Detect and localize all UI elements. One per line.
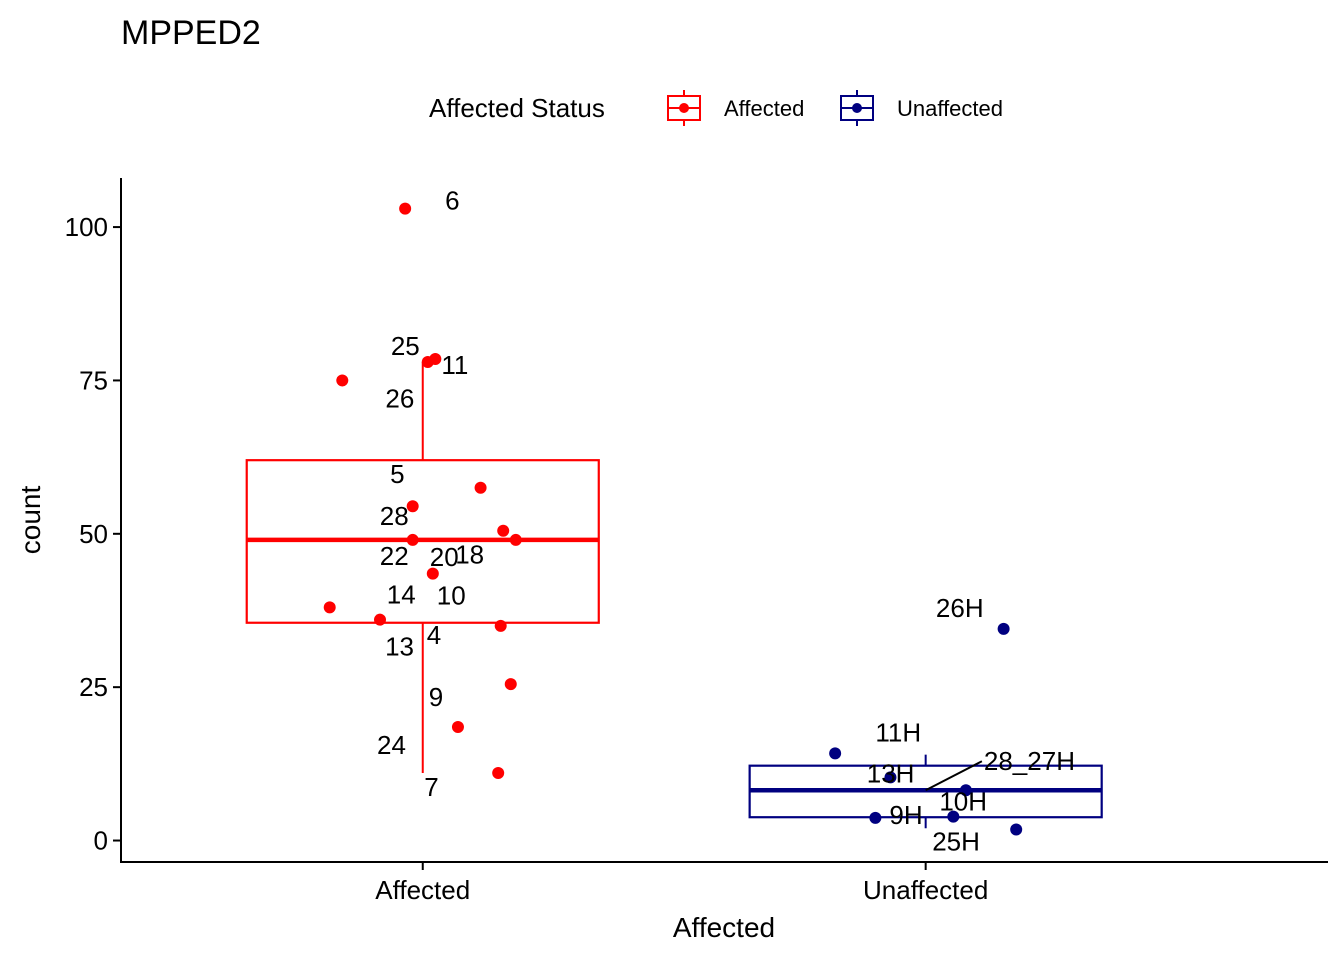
point-label-18: 18 <box>455 540 484 570</box>
data-point-26 <box>336 374 349 387</box>
point-label-10: 10 <box>437 581 466 611</box>
legend-title: Affected Status <box>429 93 605 123</box>
point-label-10H: 10H <box>939 787 987 817</box>
point-label-22: 22 <box>380 541 409 571</box>
point-label-26H: 26H <box>936 593 984 623</box>
y-axis-title: count <box>15 486 46 555</box>
legend-label-affected: Affected <box>724 96 804 121</box>
data-point-24 <box>451 721 464 734</box>
data-point-5 <box>474 481 487 494</box>
data-point-13H <box>884 771 897 784</box>
y-tick-label-50: 50 <box>79 519 108 549</box>
data-point-22 <box>406 533 419 546</box>
x-axis-title: Affected <box>673 912 775 943</box>
y-tick-label-100: 100 <box>65 212 108 242</box>
data-point-25H <box>1010 823 1023 836</box>
point-label-26: 26 <box>385 383 414 413</box>
data-point-11H <box>829 747 842 760</box>
data-point-28_27H <box>959 784 972 797</box>
legend: Affected Status Affected Unaffected <box>429 90 1003 126</box>
points-layer <box>323 202 1023 836</box>
data-point-28 <box>406 500 419 513</box>
point-label-24: 24 <box>377 730 406 760</box>
y-tick-label-0: 0 <box>94 826 108 856</box>
label-leader-line-28_27H <box>925 760 983 792</box>
point-label-25: 25 <box>391 331 420 361</box>
point-label-28: 28 <box>380 501 409 531</box>
point-label-9: 9 <box>429 682 443 712</box>
legend-key-affected <box>667 90 701 126</box>
point-label-9H: 9H <box>889 800 922 830</box>
boxes-layer <box>245 362 1103 829</box>
data-point-11 <box>429 352 442 365</box>
data-point-13 <box>374 613 387 626</box>
point-label-28_27H: 28_27H <box>984 746 1075 776</box>
point-label-13: 13 <box>385 632 414 662</box>
point-label-20: 20 <box>430 542 459 572</box>
data-point-9H <box>869 811 882 824</box>
point-labels-layer: 6 25 11 26 5 28 18 22 20 10 14 13 4 9 24 7 26H 11H 13H 28_2… <box>377 186 1075 857</box>
data-point-7 <box>492 767 505 780</box>
data-point-14 <box>323 601 336 614</box>
data-point-4 <box>494 619 507 632</box>
point-label-25H: 25H <box>932 826 980 856</box>
point-label-14: 14 <box>387 579 416 609</box>
data-point-10H <box>947 810 960 823</box>
data-point-10 <box>426 567 439 580</box>
y-tick-label-25: 25 <box>79 672 108 702</box>
data-point-20 <box>509 533 522 546</box>
point-label-6: 6 <box>445 186 459 216</box>
legend-key-unaffected <box>840 90 874 126</box>
point-label-7: 7 <box>424 772 438 802</box>
data-point-18 <box>497 524 510 537</box>
y-tick-label-75: 75 <box>79 365 108 395</box>
point-label-13H: 13H <box>867 758 915 788</box>
point-label-5: 5 <box>390 459 404 489</box>
x-tick-label-affected: Affected <box>375 875 470 905</box>
legend-label-unaffected: Unaffected <box>897 96 1003 121</box>
point-label-4: 4 <box>427 620 441 650</box>
point-label-11H: 11H <box>875 717 921 747</box>
chart-title: MPPED2 <box>121 14 261 52</box>
data-point-6 <box>399 202 412 215</box>
x-tick-label-unaffected: Unaffected <box>863 875 988 905</box>
point-label-11: 11 <box>441 350 468 380</box>
data-point-26H <box>997 622 1010 635</box>
data-point-9 <box>504 678 517 691</box>
